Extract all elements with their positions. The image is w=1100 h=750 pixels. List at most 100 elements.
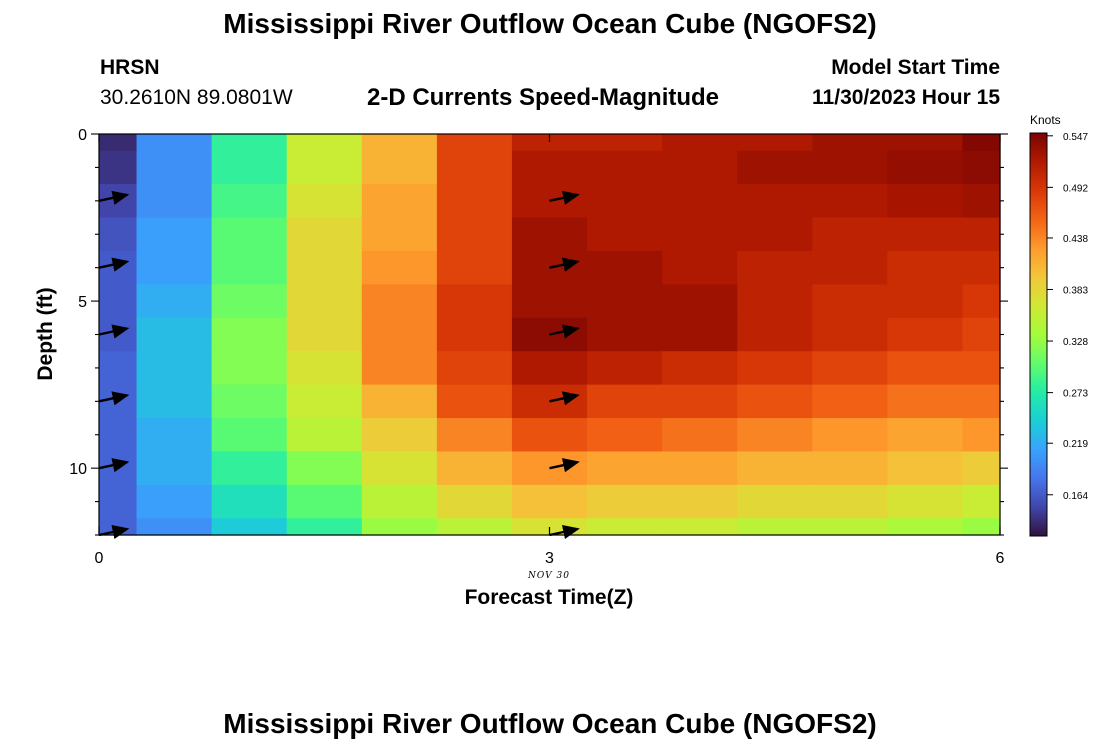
heatmap-cell: [812, 217, 888, 252]
heatmap-cell: [136, 184, 213, 219]
heatmap-cell: [662, 418, 738, 453]
heatmap-cell: [737, 284, 813, 319]
heatmap-cell: [662, 217, 738, 252]
heatmap-cell: [136, 484, 213, 519]
heatmap-cell: [99, 134, 138, 152]
heatmap-cell: [737, 217, 813, 252]
footer-title: Mississippi River Outflow Ocean Cube (NG…: [223, 708, 877, 739]
heatmap-cell: [511, 418, 588, 453]
heatmap-cell: [511, 284, 588, 319]
model-start-label: Model Start Time: [831, 56, 1000, 79]
heatmap-cell: [361, 451, 438, 486]
heatmap-cell: [962, 150, 1001, 185]
heatmap-cell: [812, 518, 888, 536]
y-tick-label: 5: [78, 294, 87, 311]
current-vector-arrow: [98, 257, 130, 272]
heatmap-cell: [136, 518, 213, 536]
heatmap-cell: [436, 484, 513, 519]
current-vector-arrow: [549, 391, 580, 406]
heatmap-cell: [662, 150, 738, 185]
heatmap-cell: [587, 150, 663, 185]
colorbar-tick-label: 0.547: [1063, 132, 1088, 143]
heatmap-cell: [436, 184, 513, 219]
x-tick-label: 0: [95, 550, 104, 567]
heatmap-cell: [812, 317, 888, 352]
heatmap-cell: [361, 217, 438, 252]
heatmap-cell: [737, 250, 813, 285]
heatmap-cell: [99, 184, 138, 219]
heatmap-cell: [361, 150, 438, 185]
heatmap-cell: [511, 134, 588, 152]
heatmap-chart: 0 3 6 0 5 10 Forecast Time(Z) Depth (ft) NOV …: [34, 113, 1088, 609]
heatmap-cell: [962, 284, 1001, 319]
heatmap-cell: [812, 451, 888, 486]
heatmap-cell: [361, 418, 438, 453]
heatmap-cell: [962, 384, 1001, 419]
heatmap-cell: [737, 384, 813, 419]
heatmap-cell: [737, 418, 813, 453]
heatmap-cell: [361, 250, 438, 285]
colorbar-tick-label: 0.273: [1063, 389, 1088, 400]
heatmap-cell: [361, 518, 438, 536]
heatmap-cell: [99, 418, 138, 453]
heatmap-cell: [962, 250, 1001, 285]
current-vector-arrow: [549, 524, 580, 540]
heatmap-cell: [361, 184, 438, 219]
station-name: HRSN: [100, 56, 160, 79]
colorbar-gradient: [1029, 132, 1048, 537]
heatmap-cell: [662, 134, 738, 152]
colorbar-tick-label: 0.438: [1063, 234, 1088, 245]
heatmap-cell: [99, 484, 138, 519]
heatmap-cell: [887, 317, 964, 352]
heatmap-cell: [436, 250, 513, 285]
heatmap-cell: [737, 518, 813, 536]
heatmap-cell: [887, 351, 964, 386]
heatmap-cell: [962, 317, 1001, 352]
heatmap-cell: [286, 150, 363, 185]
heatmap-cell: [887, 184, 964, 219]
heatmap-cell: [99, 217, 138, 252]
heatmap-cell: [737, 351, 813, 386]
heatmap-cell: [812, 150, 888, 185]
x-tick-label: 6: [996, 550, 1005, 567]
heatmap-cell: [962, 217, 1001, 252]
heatmap-cell: [737, 184, 813, 219]
heatmap-cell: [436, 284, 513, 319]
heatmap-cell: [286, 317, 363, 352]
heatmap-cell: [812, 184, 888, 219]
heatmap-cell: [662, 518, 738, 536]
heatmap-cell: [887, 418, 964, 453]
heatmap-cell: [286, 451, 363, 486]
heatmap-cell: [436, 418, 513, 453]
heatmap-cell: [436, 317, 513, 352]
heatmap-cell: [962, 134, 1001, 152]
heatmap-cell: [211, 317, 288, 352]
heatmap-cell: [662, 351, 738, 386]
heatmap-cell: [211, 418, 288, 453]
heatmap-cell: [962, 451, 1001, 486]
heatmap-cell: [99, 317, 138, 352]
heatmap-cell: [361, 384, 438, 419]
heatmap-cell: [812, 134, 888, 152]
colorbar-tick-label: 0.492: [1063, 183, 1088, 194]
heatmap-cell: [436, 150, 513, 185]
heatmap-cell: [737, 484, 813, 519]
heatmap-cell: [662, 451, 738, 486]
heatmap-cell: [286, 518, 363, 536]
heatmap-cell: [662, 184, 738, 219]
station-coordinates: 30.2610N 89.0801W: [100, 86, 293, 109]
heatmap-cell: [662, 284, 738, 319]
heatmap-cell: [962, 484, 1001, 519]
heatmap-cell: [361, 351, 438, 386]
heatmap-cell: [99, 284, 138, 319]
heatmap-cell: [286, 250, 363, 285]
heatmap-cell: [587, 518, 663, 536]
heatmap-cell: [136, 250, 213, 285]
heatmap-cell: [662, 384, 738, 419]
heatmap-cell: [136, 451, 213, 486]
heatmap-cell: [211, 518, 288, 536]
heatmap-cell: [812, 351, 888, 386]
heatmap-cell: [99, 250, 138, 285]
heatmap-cell: [587, 418, 663, 453]
heatmap-cell: [99, 384, 138, 419]
